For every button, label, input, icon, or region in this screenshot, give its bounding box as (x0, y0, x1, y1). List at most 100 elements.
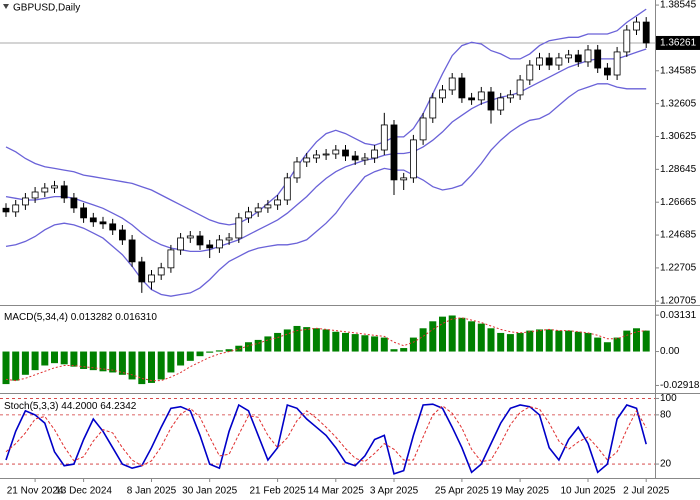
macd-bar (128, 351, 136, 380)
candle-body (60, 185, 68, 199)
macd-bar (448, 315, 456, 352)
candle-body (623, 29, 631, 53)
macd-bar (371, 336, 379, 352)
macd-bar (351, 334, 359, 352)
candle-body (2, 207, 10, 213)
readout-value: 0.013282 (71, 312, 113, 323)
x-tick-label: 14 Mar 2025 (308, 486, 365, 497)
macd-bar (225, 349, 233, 352)
macd-bar (118, 351, 126, 375)
candle-body (99, 221, 107, 225)
candle-body (613, 51, 621, 76)
candle-body (516, 79, 524, 96)
candle-body (458, 77, 466, 99)
macd-bar (545, 329, 553, 352)
candle-body (594, 49, 602, 69)
macd-bar (594, 337, 602, 352)
candle-body (186, 235, 194, 239)
x-tick-label: 2 Jul 2025 (623, 486, 670, 497)
readout-value: 44.2000 (61, 401, 98, 412)
macd-bar (390, 349, 398, 352)
x-tick-label: 30 Jan 2025 (182, 486, 237, 497)
macd-bar (148, 351, 155, 383)
candle-body (604, 67, 611, 76)
candle-body (89, 217, 97, 223)
y-tick-label: 100 (660, 393, 677, 404)
x-tick-label: 3 Apr 2025 (370, 486, 419, 497)
macd-bar (468, 321, 476, 352)
candle-body (429, 97, 437, 119)
macd-bar (254, 339, 262, 352)
macd-bar (458, 317, 466, 352)
candle-body (109, 223, 117, 231)
candle-body (545, 57, 553, 66)
stoch-line (5, 403, 647, 475)
candle-body (506, 94, 514, 99)
macd-bar (303, 327, 311, 352)
candle-body (12, 204, 20, 213)
candle-body (536, 57, 543, 66)
macd-bar (516, 332, 524, 352)
macd-bar (526, 330, 534, 352)
indicator-readout: MACD(5,34,4) 0.013282 0.016310 (4, 312, 157, 323)
x-tick-label: 25 Apr 2025 (435, 486, 489, 497)
candle-body (128, 239, 136, 263)
y-tick-label: 1.26665 (660, 197, 697, 208)
candle-body (487, 91, 495, 111)
candle-body (167, 249, 175, 269)
x-tick-label: 21 Nov 2024 (7, 486, 64, 497)
symbol-icon (3, 4, 9, 9)
indicator-name: MACD(5,34,4) (4, 312, 68, 323)
y-tick-label: 0.03131 (660, 310, 697, 321)
macd-bar (565, 330, 573, 352)
bollinger-lower (5, 83, 647, 297)
macd-bar (487, 328, 495, 352)
candle-body (361, 157, 369, 161)
candle-body (70, 197, 78, 209)
chart-title: GBPUSD,Daily (13, 3, 80, 14)
candle-body (31, 191, 39, 199)
candle-body (351, 155, 359, 161)
candle-body (138, 261, 146, 283)
indicator-readout: Stoch(5,3,3) 44.2000 64.2342 (4, 401, 137, 412)
y-tick-label: -0.029183 (660, 380, 700, 391)
y-tick-label: 0.00 (660, 346, 680, 357)
y-tick-label: 20 (660, 459, 672, 470)
candle-body (409, 139, 417, 179)
macd-bar (332, 331, 340, 352)
candle-body (235, 217, 243, 239)
macd-bar (196, 351, 204, 357)
macd-bar (642, 330, 650, 352)
candle-body (477, 91, 485, 101)
macd-bar (99, 351, 107, 372)
macd-bar (12, 351, 20, 381)
macd-bar (157, 351, 165, 380)
macd-bar (215, 350, 223, 352)
macd-bar (439, 316, 446, 352)
candle-body (555, 57, 563, 66)
readout-value: 0.016310 (115, 312, 157, 323)
stoch-line (5, 405, 647, 467)
macd-bar (2, 351, 10, 385)
x-tick-label: 13 Dec 2024 (55, 486, 112, 497)
candle-body (400, 177, 408, 181)
y-tick-label: 80 (660, 410, 672, 421)
candle-body (148, 274, 155, 283)
y-tick-label: 1.38545 (660, 0, 697, 11)
candle-body (157, 267, 165, 276)
macd-bar (623, 330, 631, 352)
candle-body (21, 197, 29, 206)
candle-body (293, 161, 301, 179)
macd-bar (613, 337, 621, 352)
candle-body (51, 185, 58, 189)
macd-bar (342, 332, 349, 352)
macd-bar (361, 335, 369, 352)
signal-line (5, 317, 647, 382)
macd-bar (477, 323, 485, 352)
y-tick-label: 1.30625 (660, 131, 697, 142)
macd-bar (206, 351, 214, 353)
macd-bar (322, 329, 330, 352)
candle-body (574, 54, 582, 63)
macd-bar (400, 348, 408, 352)
